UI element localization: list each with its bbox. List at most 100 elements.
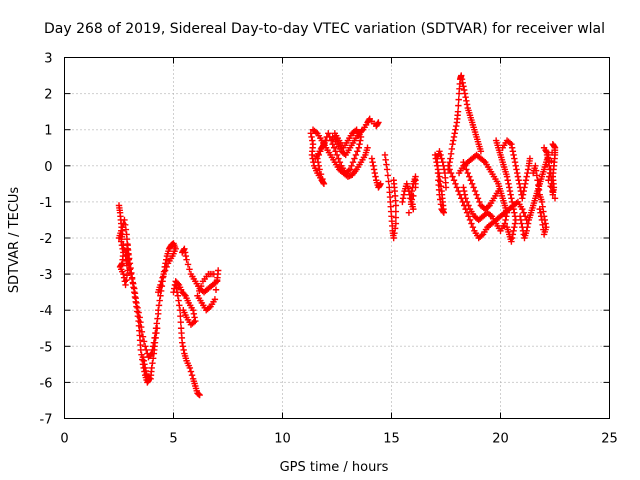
data-point (153, 329, 160, 337)
data-point (455, 187, 462, 195)
data-point (121, 221, 129, 228)
data-point (332, 148, 339, 155)
data-point (333, 151, 341, 159)
data-point (523, 227, 530, 234)
data-point (410, 192, 417, 200)
data-point (131, 285, 138, 292)
data-point (503, 173, 511, 180)
data-point (519, 195, 526, 202)
data-point (453, 184, 461, 191)
data-point (537, 213, 545, 220)
data-point (460, 187, 468, 195)
data-point (513, 166, 520, 173)
data-point (504, 177, 511, 184)
data-point (133, 299, 140, 307)
data-point (466, 173, 473, 180)
data-point (412, 184, 419, 191)
data-point (516, 213, 524, 220)
data-point (376, 181, 384, 189)
data-point (179, 343, 187, 350)
data-point (177, 319, 184, 326)
data-point (469, 223, 477, 231)
data-point (320, 140, 328, 148)
data-point (139, 353, 147, 361)
data-point (181, 245, 188, 253)
data-point (503, 209, 511, 216)
data-point (137, 319, 144, 326)
data-point (161, 267, 169, 274)
x-tick-label: 15 (383, 432, 400, 447)
data-point (120, 270, 127, 278)
data-point (316, 166, 323, 173)
chart-title: Day 268 of 2019, Sidereal Day-to-day VTE… (44, 21, 605, 37)
data-point (495, 187, 502, 195)
data-point (399, 198, 406, 206)
data-point (466, 205, 474, 213)
plot-frame (64, 57, 610, 419)
data-point (547, 166, 554, 173)
data-point (450, 133, 458, 141)
data-point (514, 173, 522, 180)
data-point (458, 75, 466, 83)
data-point (502, 216, 509, 224)
data-point (521, 184, 528, 191)
data-point (434, 162, 441, 169)
y-tick-label: 0 (44, 160, 52, 175)
data-point (463, 166, 470, 173)
data-point (463, 97, 470, 105)
data-point (355, 144, 362, 151)
grid (64, 57, 610, 419)
data-point (438, 205, 445, 213)
data-point (164, 260, 172, 267)
y-tick-label: -2 (40, 232, 53, 247)
data-point (510, 151, 517, 159)
data-point (546, 169, 554, 177)
data-point (191, 314, 198, 321)
data-point (148, 364, 155, 372)
data-point (436, 148, 443, 155)
data-point (461, 162, 469, 169)
data-point (524, 220, 532, 227)
data-point (180, 346, 187, 354)
data-point (446, 158, 453, 166)
data-point (437, 151, 444, 159)
x-tick-labels: 0 5 10 15 20 25 (60, 432, 617, 447)
data-point (540, 226, 547, 233)
data-point (551, 195, 559, 202)
data-point (538, 198, 546, 206)
data-point (381, 151, 389, 159)
data-point (476, 198, 483, 206)
data-point (439, 207, 446, 214)
data-point (435, 177, 442, 184)
data-point (391, 225, 399, 232)
data-point (126, 266, 134, 273)
data-point (188, 371, 196, 379)
data-point (447, 169, 455, 177)
data-point (384, 172, 392, 179)
data-point (545, 158, 552, 166)
data-point (442, 184, 450, 191)
data-point (147, 351, 154, 358)
data-point (392, 220, 400, 227)
data-point (140, 338, 148, 345)
data-point (408, 187, 416, 195)
data-point (511, 223, 518, 231)
data-point (123, 251, 130, 259)
data-point (352, 151, 360, 159)
data-point (349, 158, 357, 166)
y-tick-label: -5 (40, 340, 53, 355)
data-point (520, 209, 527, 216)
data-point (520, 187, 527, 195)
data-point (548, 149, 556, 156)
data-point (125, 261, 133, 268)
data-point (535, 181, 542, 189)
data-point (213, 276, 221, 284)
data-point (171, 285, 178, 292)
data-point (187, 368, 195, 375)
data-point (532, 162, 539, 169)
data-point (470, 184, 477, 191)
data-point (467, 177, 474, 184)
data-point (175, 297, 182, 304)
data-point (184, 261, 192, 268)
data-point (550, 142, 557, 149)
